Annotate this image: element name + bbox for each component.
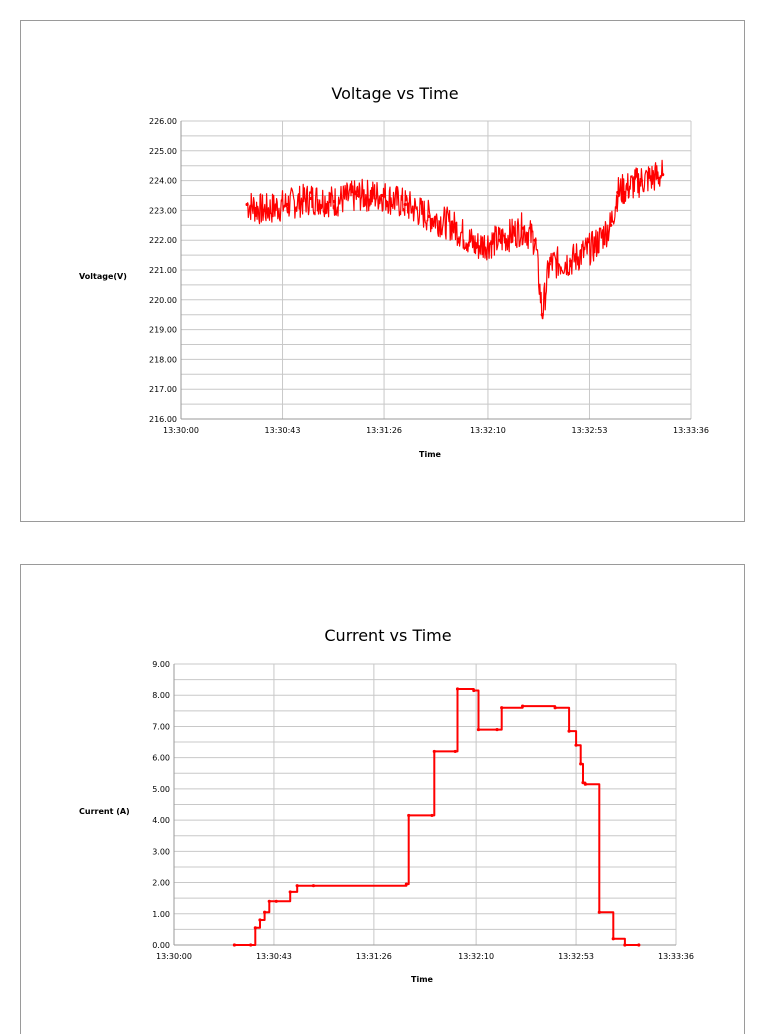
voltage-y-tick-label: 220.00 <box>149 296 177 305</box>
current-data-point <box>611 937 615 941</box>
voltage-data-point <box>609 223 613 227</box>
voltage-chart-title: Voltage vs Time <box>331 84 458 103</box>
current-data-point <box>567 729 571 733</box>
voltage-series-line <box>246 159 664 320</box>
voltage-x-tick-label: 13:31:26 <box>366 426 402 435</box>
voltage-y-tick-label: 218.00 <box>149 355 177 364</box>
voltage-y-tick-label: 216.00 <box>149 415 177 424</box>
current-y-tick-label: 2.00 <box>152 879 170 888</box>
voltage-x-tick-label: 13:32:53 <box>572 426 608 435</box>
current-x-tick-label: 13:31:26 <box>356 952 392 961</box>
voltage-y-tick-label: 221.00 <box>149 266 177 275</box>
current-data-point <box>521 704 525 708</box>
voltage-data-point <box>639 179 644 183</box>
current-data-point <box>258 918 262 922</box>
current-data-point <box>249 943 253 947</box>
current-data-point <box>274 899 278 903</box>
current-y-tick-label: 7.00 <box>152 722 170 731</box>
current-data-point <box>574 743 578 747</box>
current-data-point <box>500 706 504 710</box>
voltage-y-tick-label: 219.00 <box>149 326 177 335</box>
current-data-point <box>404 882 409 886</box>
current-y-tick-label: 9.00 <box>152 660 170 669</box>
current-data-point <box>453 749 457 754</box>
voltage-data-point <box>661 173 665 177</box>
current-y-tick-label: 5.00 <box>152 785 170 794</box>
current-data-point <box>253 926 257 930</box>
current-data-point <box>455 687 460 691</box>
current-x-tick-label: 13:32:53 <box>558 952 594 961</box>
current-data-point <box>597 910 601 914</box>
current-data-point <box>581 781 585 785</box>
voltage-data-point <box>450 223 455 227</box>
voltage-x-tick-label: 13:33:36 <box>673 426 709 435</box>
voltage-y-tick-label: 224.00 <box>149 177 177 186</box>
voltage-data-point <box>285 202 289 207</box>
voltage-y-tick-label: 225.00 <box>149 147 177 156</box>
current-chart: Current vs Time Current (A) Time 0.00 1.0… <box>79 626 694 984</box>
voltage-data-point <box>380 193 384 198</box>
current-data-point <box>311 884 316 888</box>
voltage-data-point <box>262 208 266 212</box>
current-x-tick-label: 13:32:10 <box>458 952 494 961</box>
voltage-data-point <box>533 238 537 242</box>
current-data-point <box>430 813 434 818</box>
voltage-y-tick-label: 226.00 <box>149 117 177 126</box>
current-x-axis-label: Time <box>411 975 434 984</box>
current-data-point <box>579 762 583 766</box>
current-data-point <box>295 884 299 888</box>
voltage-y-axis-label: Voltage(V) <box>79 272 127 281</box>
voltage-data-point <box>332 199 337 204</box>
voltage-chart: Voltage vs Time Voltage(V) Time 216.00 21… <box>79 84 709 459</box>
voltage-data-point <box>309 196 313 201</box>
voltage-data-point <box>498 238 502 242</box>
current-data-point <box>288 890 292 894</box>
voltage-x-tick-label: 13:30:00 <box>163 426 199 435</box>
voltage-data-point <box>521 226 525 230</box>
voltage-data-point <box>592 244 596 248</box>
voltage-y-tick-label: 222.00 <box>149 236 177 245</box>
voltage-data-point <box>547 262 551 266</box>
current-data-point <box>267 899 271 903</box>
voltage-x-axis-label: Time <box>419 450 442 459</box>
voltage-chart-panel: Voltage vs Time Voltage(V) Time 216.00 21… <box>20 20 745 522</box>
voltage-data-point <box>427 214 431 218</box>
current-data-point <box>637 943 641 947</box>
voltage-data-point <box>403 202 407 207</box>
current-data-point <box>232 943 237 947</box>
current-data-point <box>495 727 499 732</box>
current-y-tick-label: 6.00 <box>152 754 170 763</box>
current-y-tick-label: 4.00 <box>152 816 170 825</box>
current-series-line <box>234 688 639 946</box>
current-data-point <box>263 910 267 914</box>
current-y-tick-label: 3.00 <box>152 847 170 856</box>
current-data-point <box>476 727 481 732</box>
current-x-tick-label: 13:30:43 <box>256 952 292 961</box>
current-y-tick-label: 0.00 <box>152 941 170 950</box>
current-data-point <box>472 688 476 693</box>
voltage-data-point <box>356 193 360 198</box>
voltage-data-point <box>540 313 544 317</box>
voltage-data-point <box>474 244 478 248</box>
current-y-tick-label: 1.00 <box>152 910 170 919</box>
current-x-tick-label: 13:30:00 <box>156 952 192 961</box>
current-y-axis-label: Current (A) <box>79 807 130 816</box>
current-data-point <box>583 782 587 786</box>
voltage-data-point <box>568 259 573 263</box>
voltage-y-tick-label: 217.00 <box>149 385 177 394</box>
voltage-x-tick-label: 13:30:43 <box>265 426 301 435</box>
current-data-point <box>553 706 557 710</box>
current-y-tick-label: 8.00 <box>152 691 170 700</box>
voltage-data-point <box>245 202 249 207</box>
voltage-x-tick-label: 13:32:10 <box>470 426 506 435</box>
voltage-data-point <box>616 190 620 195</box>
current-data-point <box>432 749 436 754</box>
current-data-point <box>623 943 627 947</box>
current-x-tick-label: 13:33:36 <box>658 952 694 961</box>
current-data-point <box>407 813 411 818</box>
current-chart-title: Current vs Time <box>324 626 451 645</box>
voltage-y-tick-label: 223.00 <box>149 206 177 215</box>
current-chart-panel: Current vs Time Current (A) Time 0.00 1.0… <box>20 564 745 1034</box>
